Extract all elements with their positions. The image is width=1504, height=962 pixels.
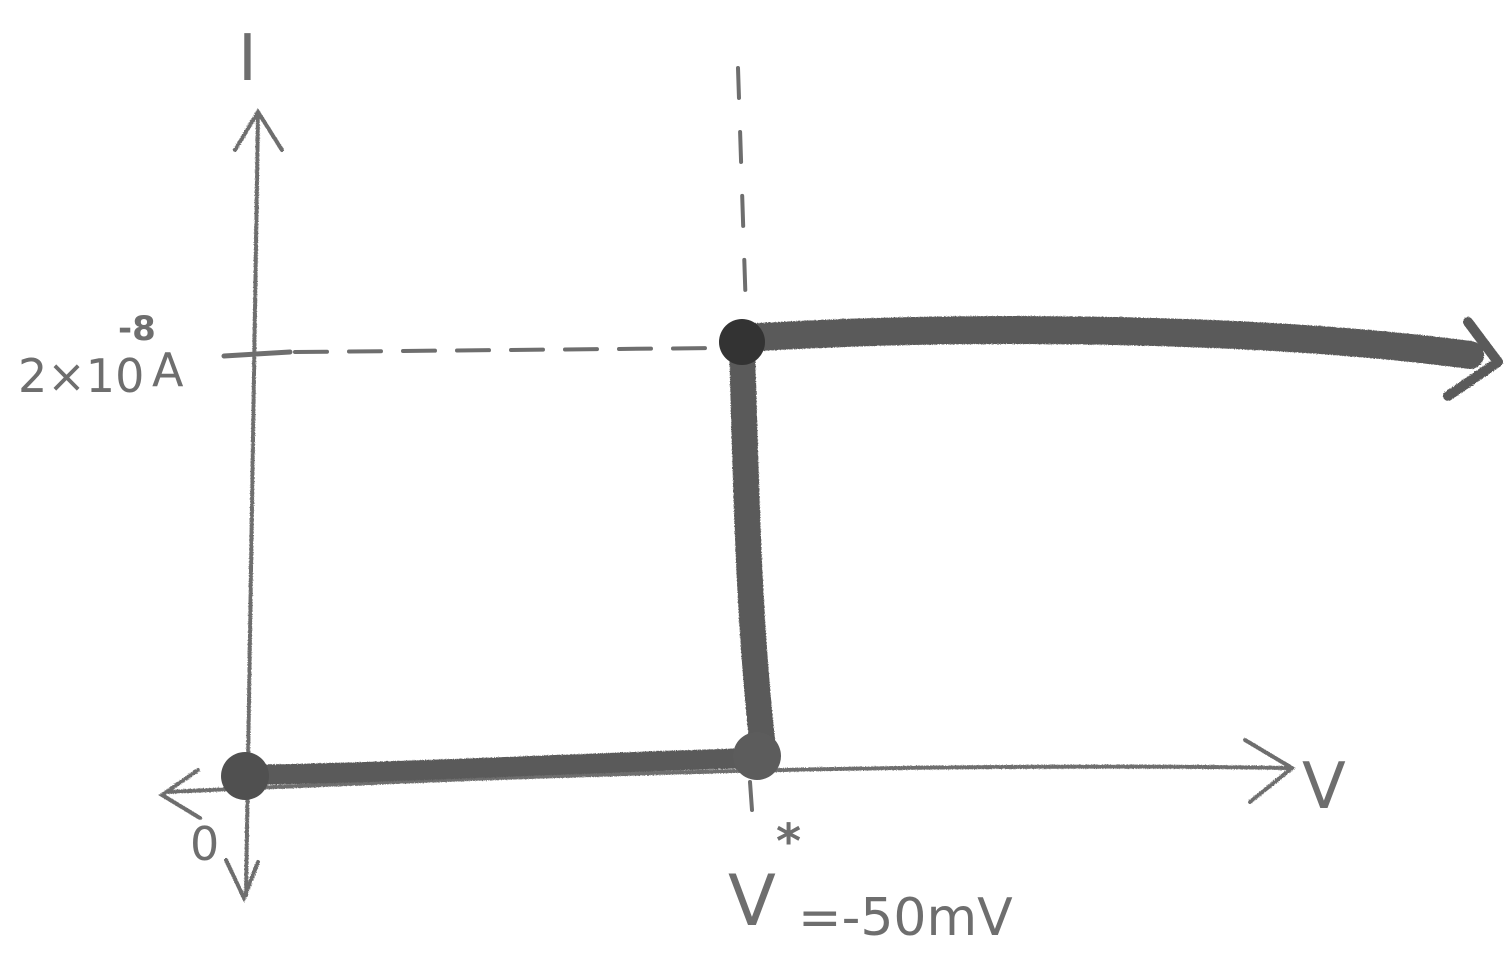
- corner-dot: [719, 319, 765, 365]
- y-axis-arrowhead-down: [224, 858, 260, 904]
- y-axis: [224, 108, 284, 904]
- current-dashed-guide: [293, 346, 722, 354]
- y-axis-arrowhead-up: [233, 108, 284, 152]
- threshold-symbol: V: [728, 860, 776, 942]
- origin-dot: [221, 752, 269, 800]
- current-tick-mark: [221, 349, 293, 359]
- current-tick-exponent: -8: [118, 309, 156, 349]
- current-tick-mantissa: 2×10: [18, 349, 144, 403]
- step-curve-arrowhead: [1443, 317, 1503, 401]
- current-tick-unit: A: [152, 343, 184, 397]
- step-curve-rise-segment: [729, 332, 777, 771]
- threshold-dot: [733, 732, 781, 780]
- y-axis-label: I: [238, 22, 257, 96]
- x-axis: [158, 738, 1296, 820]
- threshold-tick-mark: [748, 780, 754, 812]
- current-tick-label: 2×10 -8 A: [18, 309, 184, 403]
- origin-label: 0: [190, 817, 219, 871]
- x-axis-arrowhead-right: [1243, 738, 1296, 804]
- threshold-value: =-50mV: [798, 888, 1013, 948]
- x-axis-arrowhead-left: [158, 768, 202, 820]
- step-curve: [236, 316, 1503, 785]
- x-axis-label: V: [1302, 750, 1346, 824]
- threshold-superscript: *: [776, 814, 801, 870]
- step-curve-high-segment: [728, 316, 1484, 369]
- threshold-dashed-guide: [736, 66, 748, 314]
- threshold-label: V * =-50mV: [728, 814, 1013, 948]
- step-curve-low-segment: [236, 748, 766, 785]
